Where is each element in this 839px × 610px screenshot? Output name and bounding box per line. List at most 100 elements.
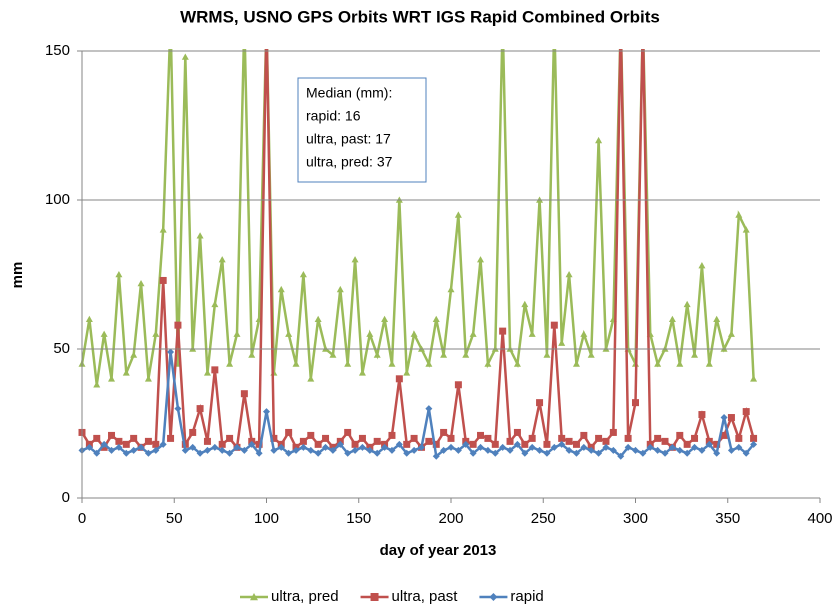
- marker: [440, 428, 448, 436]
- marker: [447, 443, 455, 451]
- marker: [189, 443, 197, 451]
- marker: [609, 428, 617, 436]
- marker: [403, 369, 411, 376]
- marker: [587, 446, 595, 454]
- marker: [373, 351, 381, 358]
- marker: [152, 440, 160, 448]
- marker: [250, 593, 258, 601]
- marker: [558, 339, 566, 346]
- marker: [410, 330, 418, 337]
- marker: [550, 443, 558, 451]
- marker: [218, 440, 226, 448]
- marker: [196, 405, 204, 413]
- marker: [580, 431, 588, 439]
- annotation-line: ultra, pred: 37: [306, 154, 393, 170]
- marker: [248, 351, 256, 358]
- marker: [152, 446, 160, 454]
- marker: [403, 449, 411, 457]
- marker: [388, 360, 396, 367]
- annotation-line: ultra, past: 17: [306, 131, 391, 147]
- marker: [536, 446, 544, 454]
- marker: [314, 440, 322, 448]
- marker: [750, 440, 758, 448]
- marker: [388, 446, 396, 454]
- y-tick-label: 100: [45, 191, 70, 208]
- marker: [93, 381, 101, 388]
- marker: [329, 446, 337, 454]
- marker: [528, 443, 536, 451]
- marker: [705, 360, 713, 367]
- marker: [454, 381, 462, 389]
- marker: [322, 443, 330, 451]
- marker: [159, 276, 167, 284]
- marker: [263, 408, 270, 416]
- marker: [477, 256, 485, 263]
- marker: [484, 434, 492, 442]
- marker: [403, 440, 411, 448]
- marker: [255, 449, 263, 457]
- marker: [307, 446, 315, 454]
- marker: [226, 360, 234, 367]
- marker: [285, 330, 293, 337]
- x-tick-label: 50: [166, 510, 183, 527]
- marker: [233, 443, 241, 451]
- annotation-line: rapid: 16: [306, 108, 361, 124]
- marker: [366, 446, 374, 454]
- marker: [196, 449, 204, 457]
- marker: [639, 449, 647, 457]
- annotation-line: Median (mm):: [306, 85, 392, 101]
- marker: [203, 446, 211, 454]
- marker: [137, 279, 145, 287]
- marker: [370, 593, 379, 601]
- marker: [277, 285, 285, 293]
- marker: [513, 360, 521, 367]
- marker: [381, 315, 389, 322]
- marker: [683, 449, 691, 457]
- marker: [513, 428, 521, 436]
- marker: [750, 375, 758, 382]
- marker: [137, 443, 145, 451]
- marker: [351, 256, 359, 263]
- marker: [388, 431, 396, 439]
- marker: [617, 452, 625, 460]
- legend-label: ultra, past: [392, 588, 459, 605]
- marker: [181, 53, 189, 60]
- marker: [240, 390, 248, 398]
- marker: [484, 446, 492, 454]
- marker: [285, 449, 293, 457]
- marker: [218, 256, 226, 263]
- marker: [698, 446, 706, 454]
- marker: [144, 449, 152, 457]
- marker: [595, 136, 603, 144]
- marker: [240, 446, 248, 454]
- marker: [595, 434, 603, 442]
- marker: [477, 431, 485, 439]
- marker: [735, 443, 743, 451]
- marker: [720, 431, 728, 439]
- marker: [489, 593, 498, 601]
- x-tick-label: 100: [254, 510, 279, 527]
- marker: [395, 375, 403, 383]
- marker: [174, 321, 182, 329]
- marker: [344, 428, 352, 436]
- marker: [196, 232, 204, 239]
- marker: [358, 369, 366, 376]
- marker: [226, 434, 234, 442]
- marker: [691, 351, 699, 358]
- marker: [506, 437, 514, 445]
- marker: [661, 437, 669, 445]
- marker: [727, 446, 735, 454]
- marker: [720, 414, 728, 422]
- marker: [292, 446, 300, 454]
- marker: [167, 348, 175, 356]
- marker: [351, 446, 359, 454]
- marker: [159, 226, 167, 233]
- marker: [425, 405, 433, 413]
- marker: [558, 440, 566, 448]
- marker: [691, 443, 699, 451]
- y-tick-label: 0: [62, 489, 70, 506]
- marker: [742, 408, 750, 416]
- marker: [713, 449, 721, 457]
- marker: [122, 449, 130, 457]
- marker: [373, 437, 381, 445]
